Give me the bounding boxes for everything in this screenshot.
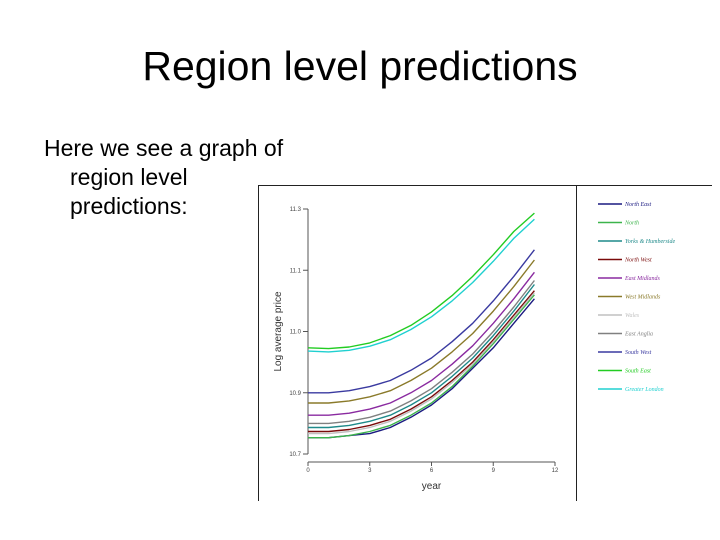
x-tick-label: 12 [552,468,559,474]
x-tick-label: 6 [430,468,434,474]
body-line-2: region level [70,164,188,190]
legend-label-9: South East [625,369,651,375]
legend-label-5: West Midlands [625,295,661,301]
x-tick-label: 3 [368,468,372,474]
x-tick-label: 9 [492,468,496,474]
series-line-9 [307,212,535,350]
y-tick-label: 10.7 [289,452,301,458]
y-axis-label: Log average price [273,291,284,371]
legend-label-1: North [624,221,639,227]
x-axis-label: year [422,481,442,492]
series-line-10 [307,218,535,353]
y-tick-label: 11.3 [290,207,302,213]
body-line-1: Here we see a graph of [44,135,284,161]
series-line-6 [308,292,535,435]
series-line-3 [308,290,535,433]
legend-label-4: East Midlands [624,276,660,282]
x-tick-label: 0 [306,468,310,474]
legend-label-7: East Anglia [624,332,653,338]
series-line-8 [308,249,535,394]
legend-label-0: North East [624,202,652,208]
series-line-5 [308,259,535,404]
slide-title: Region level predictions [142,43,578,89]
y-tick-label: 11.1 [290,268,302,274]
legend-label-6: Wales [625,313,640,319]
legend-label-2: Yorks & Humberside [625,239,675,245]
chart-svg: 10.7 10.9 11.0 11.1 11.3 0 3 6 9 12 year Log averag… [258,185,712,501]
series-line-2 [308,284,535,429]
slide-body-text: Here we see a graph of region level pred… [44,134,374,221]
series-line-1 [308,294,535,439]
series-line-7 [308,280,535,425]
series-line-4 [308,271,535,416]
legend-label-10: Greater London [625,387,664,393]
body-line-3: predictions: [70,193,188,219]
region-predictions-chart: 10.7 10.9 11.0 11.1 11.3 0 3 6 9 12 year Log averag… [258,185,712,501]
legend-label-8: South West [625,350,652,356]
legend-label-3: North West [624,258,652,264]
y-tick-label: 11.0 [290,330,302,336]
y-tick-label: 10.9 [289,391,301,397]
series-line-0 [308,298,535,439]
